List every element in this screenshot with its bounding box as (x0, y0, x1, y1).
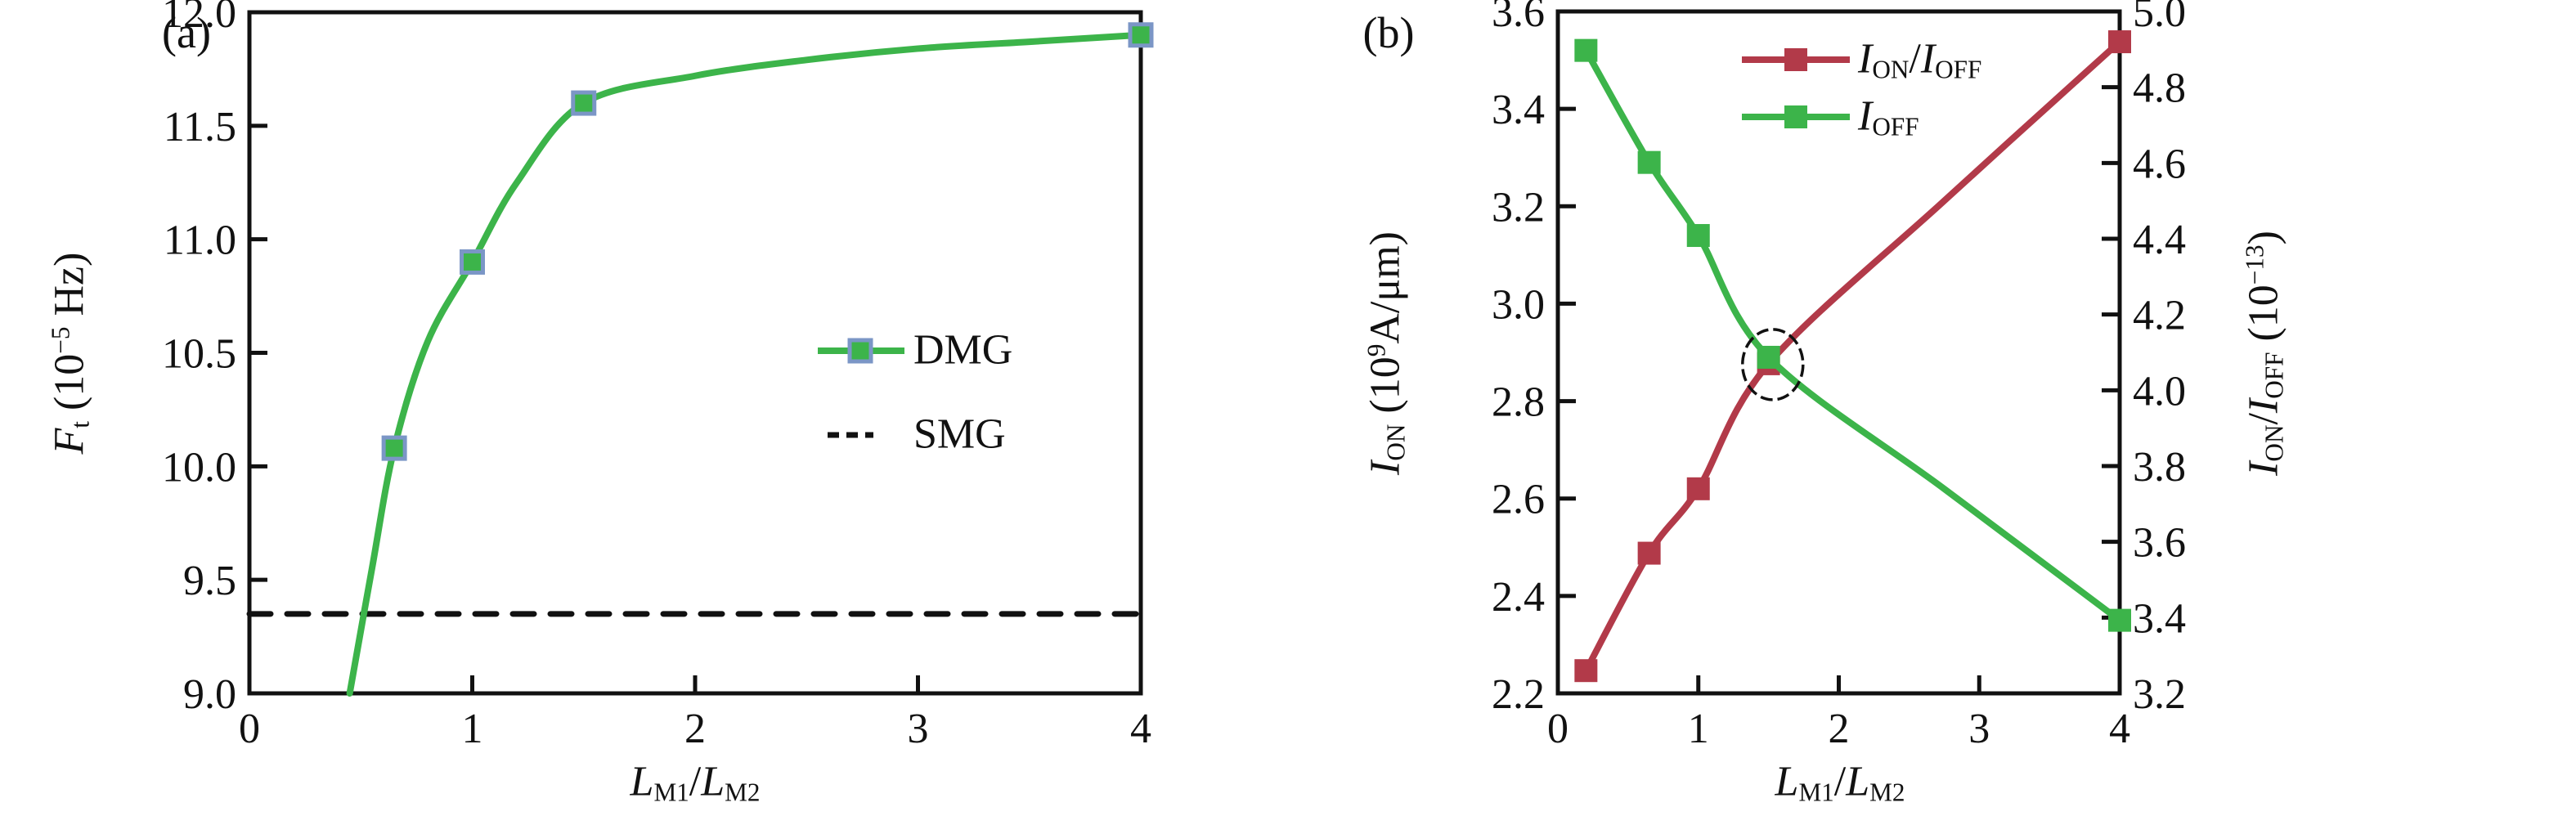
x-tick-label: 2 (684, 706, 706, 752)
y-tick-label: 3.2 (1492, 184, 1545, 231)
y-axis-label-b-left: ION (109A/μm) (1362, 231, 1411, 475)
legend-b (1742, 48, 1850, 128)
legend-label-dmg: DMG (913, 326, 1013, 374)
x-tick-label: 0 (1547, 706, 1568, 752)
y-tick-label: 10.5 (162, 331, 236, 378)
x-tick-label: 1 (462, 706, 483, 752)
y-tick-label: 3.8 (2133, 444, 2186, 491)
legend-sample-marker (1784, 105, 1807, 128)
y-tick-label: 11.5 (164, 104, 236, 150)
intersection-circle-annotation (1741, 328, 1805, 401)
y-tick-label: 2.8 (1492, 379, 1545, 426)
i-on-i-off-marker (1686, 477, 1710, 500)
panel-label-a: (a) (162, 8, 211, 57)
y-tick-label: 9.0 (183, 671, 236, 718)
legend-a (818, 338, 904, 438)
i-on-i-off-marker (1637, 541, 1661, 565)
y-axis-label-a: Ft (10−5 Hz) (46, 252, 95, 455)
x-tick-label: 3 (1968, 706, 1990, 752)
i-on-i-off-marker (1574, 659, 1598, 683)
y-tick-label: 3.0 (1492, 281, 1545, 328)
i-on-i-off-marker (2108, 30, 2131, 54)
dmg-marker (381, 435, 407, 461)
dmg-curve (346, 31, 1144, 697)
i-on-i-off-markers (1574, 30, 2131, 683)
y-tick-label: 10.0 (162, 444, 236, 491)
x-axis-a: 0 1 2 3 4 (239, 675, 1151, 752)
legend-sample-marker (847, 338, 873, 364)
i-off-marker (1686, 224, 1710, 248)
y-tick-label: 12.0 (162, 0, 236, 37)
y-tick-label: 4.4 (2133, 217, 2186, 263)
y-tick-label: 3.6 (1492, 0, 1545, 36)
x-axis-label-b: LM1/LM2 (1775, 758, 1905, 807)
y-tick-label: 4.2 (2133, 293, 2186, 339)
x-tick-label: 4 (2109, 706, 2130, 752)
y-tick-label: 5.0 (2133, 0, 2186, 36)
y-axis-left-a: 9.0 9.5 10.0 10.5 11.0 11.5 12.0 (162, 0, 267, 718)
plot-frame-b (1555, 9, 2122, 696)
i-off-marker (1757, 345, 1780, 369)
panel-label-b: (b) (1362, 8, 1415, 57)
y-tick-label: 3.6 (2133, 520, 2186, 567)
dmg-marker (571, 90, 597, 116)
legend-label-smg: SMG (913, 410, 1006, 458)
chart-b: 0 1 2 3 42.22.42.62.83.03.23.43.63.23.43.63.… (1492, 0, 2186, 752)
i-on-i-off-curve (1582, 38, 2123, 675)
i-off-marker (1574, 38, 1598, 62)
plot-frame-a (247, 10, 1143, 696)
y-axis-left-b: 2.2 2.4 2.6 2.8 3.0 3.2 3.4 3.6 (1492, 0, 1576, 718)
y-axis-right-b: 3.2 3.4 3.6 3.8 4.0 4.2 4.4 4.6 4.8 5.0 (2102, 0, 2186, 718)
x-axis-b: 0 1 2 3 4 (1547, 675, 2130, 752)
x-tick-label: 2 (1829, 706, 1850, 752)
y-axis-label-b-right: ION/IOFF (10−13) (2240, 231, 2289, 476)
y-tick-label: 3.4 (2133, 595, 2186, 642)
x-axis-label-a: LM1/LM2 (630, 758, 761, 807)
y-tick-label: 2.2 (1492, 671, 1545, 718)
legend-label-ioff: IOFF (1858, 92, 1919, 141)
y-tick-label: 2.4 (1492, 574, 1545, 621)
y-tick-label: 2.6 (1492, 477, 1545, 523)
x-tick-label: 1 (1688, 706, 1709, 752)
dmg-markers (381, 22, 1154, 461)
i-off-marker (2108, 608, 2131, 632)
legend-sample-marker (1784, 48, 1807, 71)
i-off-marker (1637, 150, 1661, 174)
dmg-marker (1128, 22, 1154, 48)
y-tick-label: 4.6 (2133, 141, 2186, 187)
y-tick-label: 9.5 (183, 558, 236, 604)
x-tick-label: 3 (908, 706, 929, 752)
i-off-markers (1574, 38, 2131, 632)
dmg-marker (460, 249, 485, 275)
y-tick-label: 3.2 (2133, 671, 2186, 718)
legend-label-ion-over-ioff: ION/IOFF (1858, 35, 1982, 84)
y-tick-label: 4.0 (2133, 368, 2186, 415)
y-tick-label: 3.4 (1492, 87, 1545, 133)
x-tick-label: 0 (239, 706, 260, 752)
y-tick-label: 4.8 (2133, 65, 2186, 112)
x-tick-label: 4 (1130, 706, 1151, 752)
chart-a: 0 1 2 3 4 9.0 9.5 10.0 10.5 11.0 11.5 12.0 (162, 0, 1154, 752)
y-tick-label: 11.0 (164, 217, 236, 264)
